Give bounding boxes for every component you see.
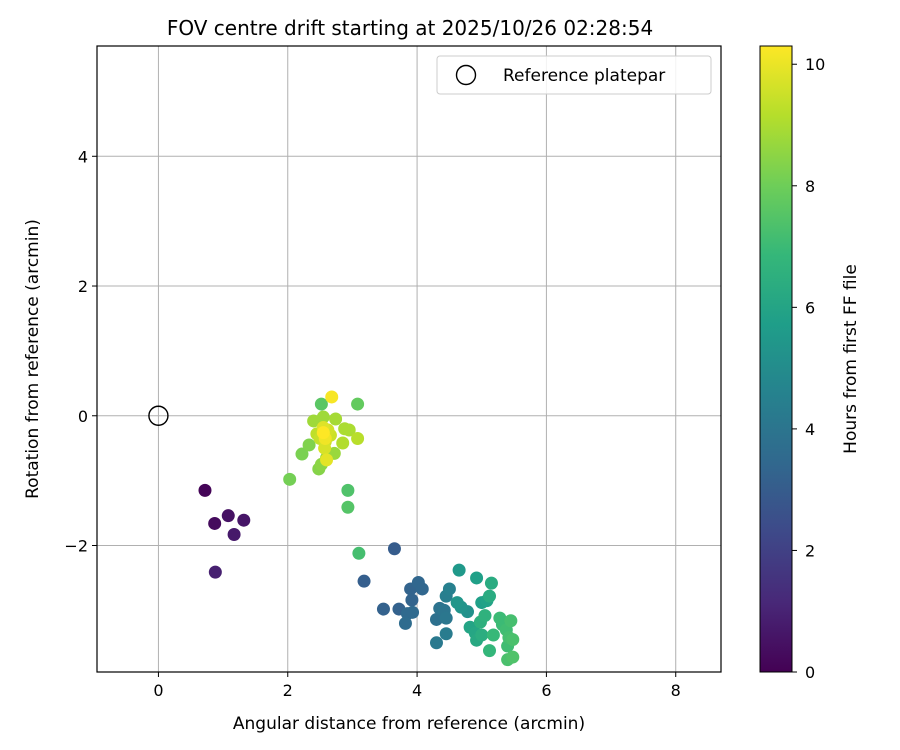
data-point [439, 627, 453, 641]
x-axis-label: Angular distance from reference (arcmin) [233, 714, 585, 734]
colorbar-axis: 0 2 4 6 8 10 [792, 55, 825, 682]
legend-box [436, 55, 712, 95]
data-point [283, 472, 297, 486]
data-point [357, 574, 371, 588]
colorbar-label: Hours from first FF file [841, 264, 861, 454]
y-axis-label: Rotation from reference (arcmin) [23, 219, 43, 499]
data-point [483, 589, 497, 603]
y-tick-label: 0 [78, 407, 88, 426]
x-tick-label: 8 [671, 681, 681, 700]
data-point [325, 390, 339, 404]
data-point [221, 509, 235, 523]
legend-label: Reference platepar [503, 66, 665, 86]
data-point [470, 571, 484, 585]
data-point [316, 410, 330, 424]
scatter-points [148, 390, 520, 667]
legend: Reference platepar [436, 55, 712, 95]
legend-reference-marker [455, 64, 477, 86]
data-point [198, 483, 212, 497]
chart-title: FOV centre drift starting at 2025/10/26 … [167, 16, 653, 40]
data-point [442, 582, 456, 596]
data-point [484, 576, 498, 590]
data-point [506, 633, 520, 647]
reference-platepar-point [148, 405, 169, 426]
data-point [320, 453, 334, 467]
data-point [415, 582, 429, 596]
data-point [429, 636, 443, 650]
colorbar-tick-label: 10 [805, 55, 825, 74]
x-axis: 0 2 4 6 8 [153, 672, 681, 700]
data-point [341, 483, 355, 497]
data-point [429, 612, 443, 626]
data-point [295, 447, 309, 461]
y-tick-label: −2 [64, 537, 88, 556]
data-point [342, 423, 356, 437]
data-point [439, 611, 453, 625]
colorbar-tick-label: 0 [805, 663, 815, 682]
data-point [318, 441, 332, 455]
y-tick-label: 4 [78, 147, 88, 166]
colorbar-tick-label: 2 [805, 541, 815, 560]
data-point [227, 527, 241, 541]
data-point [329, 412, 343, 426]
plot-frame [96, 45, 722, 673]
data-point [336, 436, 350, 450]
x-tick-label: 2 [283, 681, 293, 700]
data-point [450, 596, 464, 610]
x-tick-label: 6 [541, 681, 551, 700]
data-point [506, 650, 520, 664]
data-point [352, 546, 366, 560]
data-point [208, 565, 222, 579]
data-point [314, 397, 328, 411]
data-point [302, 438, 316, 452]
data-point [486, 628, 500, 642]
x-tick-label: 0 [153, 681, 163, 700]
data-point [351, 397, 365, 411]
data-point [376, 602, 390, 616]
data-point [316, 426, 330, 440]
colorbar-tick-label: 4 [805, 420, 815, 439]
data-point [387, 542, 401, 556]
y-axis: −2 0 2 4 [64, 147, 97, 556]
colorbar-tick-label: 6 [805, 298, 815, 317]
data-point [452, 563, 466, 577]
data-point [208, 516, 222, 530]
data-point [405, 593, 419, 607]
colorbar [759, 45, 793, 673]
data-point [398, 616, 412, 630]
colorbar-tick-label: 8 [805, 177, 815, 196]
data-point [483, 644, 497, 658]
data-point [475, 628, 489, 642]
data-point [406, 605, 420, 619]
data-point [351, 431, 365, 445]
data-point [341, 500, 355, 514]
x-tick-label: 4 [412, 681, 422, 700]
data-point [504, 614, 518, 628]
grid [97, 46, 721, 672]
data-point [478, 609, 492, 623]
y-tick-label: 2 [78, 277, 88, 296]
data-point [237, 513, 251, 527]
